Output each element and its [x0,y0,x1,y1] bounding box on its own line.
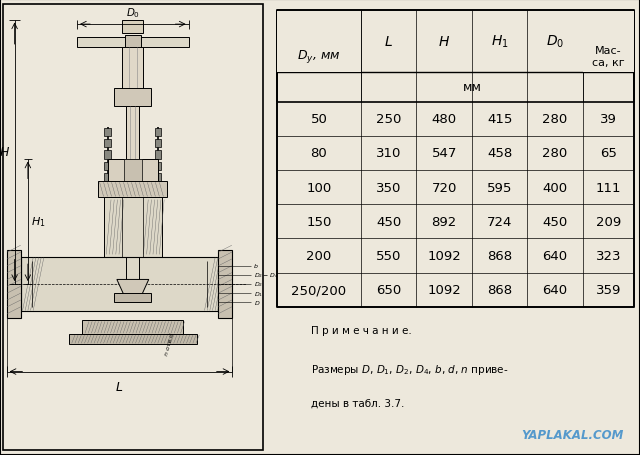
Bar [122,20,143,34]
Bar [77,38,189,48]
Text: L: L [116,380,123,393]
Text: 595: 595 [487,181,512,194]
Text: 720: 720 [431,181,457,194]
Text: 450: 450 [376,215,401,228]
Text: 200: 200 [307,249,332,263]
Text: 415: 415 [487,113,512,126]
Text: 150: 150 [307,215,332,228]
Bar [104,140,111,148]
Text: $D_y$, мм: $D_y$, мм [297,48,340,66]
Text: $D_0$: $D_0$ [546,34,564,50]
Text: 250: 250 [376,113,401,126]
Bar [155,162,161,171]
Text: 550: 550 [376,249,401,263]
Text: 450: 450 [542,215,568,228]
Text: мм: мм [462,81,481,94]
Bar [6,250,21,318]
Bar [69,334,196,344]
Text: 480: 480 [431,113,457,126]
Text: 250/200: 250/200 [291,283,346,297]
Text: 640: 640 [543,283,568,297]
Text: H: H [0,146,9,159]
Bar [114,293,152,303]
Bar [583,12,634,72]
Text: 640: 640 [543,249,568,263]
Bar [218,250,232,318]
Text: b: b [253,264,258,268]
Bar [124,159,142,184]
Text: 350: 350 [376,181,401,194]
Text: 868: 868 [487,249,512,263]
Text: 80: 80 [310,147,327,160]
Bar [21,257,218,312]
Bar [99,182,167,198]
Text: 323: 323 [596,249,621,263]
Text: $D_2 - D_4$: $D_2 - D_4$ [253,271,278,280]
Bar [104,162,111,171]
Text: $D_2$: $D_2$ [253,280,263,289]
Bar [125,36,141,52]
Text: 111: 111 [596,181,621,194]
Text: дены в табл. 3.7.: дены в табл. 3.7. [310,398,404,408]
Text: 724: 724 [487,215,512,228]
Bar [83,321,183,334]
Text: 359: 359 [596,283,621,297]
Text: 458: 458 [487,147,512,160]
Bar [108,159,158,184]
Text: 209: 209 [596,215,621,228]
Text: $D_0$: $D_0$ [125,6,140,20]
Bar [277,12,361,72]
Bar [32,262,207,307]
Bar [122,48,143,91]
Text: $H$: $H$ [438,35,450,49]
Text: 39: 39 [600,113,617,126]
Text: $L$: $L$ [385,35,393,49]
Text: $H_1$: $H_1$ [491,34,508,50]
Polygon shape [117,280,148,300]
Text: $D$: $D$ [253,298,260,307]
Bar [155,151,161,159]
Bar [155,174,161,182]
Text: Размеры $D$, $D_1$, $D_2$, $D_4$, $b$, $d$, $n$ приве-: Размеры $D$, $D_1$, $D_2$, $D_4$, $b$, $… [310,362,508,376]
Text: 1092: 1092 [428,249,461,263]
Text: $H_1$: $H_1$ [31,215,45,229]
Text: 65: 65 [600,147,617,160]
Bar [155,140,161,148]
Text: 50: 50 [310,113,328,126]
Text: 547: 547 [431,147,457,160]
Text: YAPLAKAL.COM: YAPLAKAL.COM [522,428,624,441]
Bar [126,107,140,164]
Bar [104,174,111,182]
Text: 892: 892 [431,215,457,228]
Text: 1092: 1092 [428,283,461,297]
Text: П р и м е ч а н и е.: П р и м е ч а н и е. [310,325,412,335]
Text: 400: 400 [543,181,568,194]
Text: 650: 650 [376,283,401,297]
Text: 280: 280 [542,113,568,126]
Bar [104,128,111,136]
Text: n отв.d: n отв.d [164,332,175,355]
Text: $D_1$: $D_1$ [253,289,263,298]
Bar [114,89,152,107]
Text: Мас-
са, кг: Мас- са, кг [592,46,625,68]
Bar [155,128,161,136]
Text: 280: 280 [542,147,568,160]
Text: 100: 100 [307,181,332,194]
Text: 868: 868 [487,283,512,297]
Bar [277,11,634,307]
Bar [104,198,162,257]
Text: 310: 310 [376,147,401,160]
Bar [104,151,111,159]
